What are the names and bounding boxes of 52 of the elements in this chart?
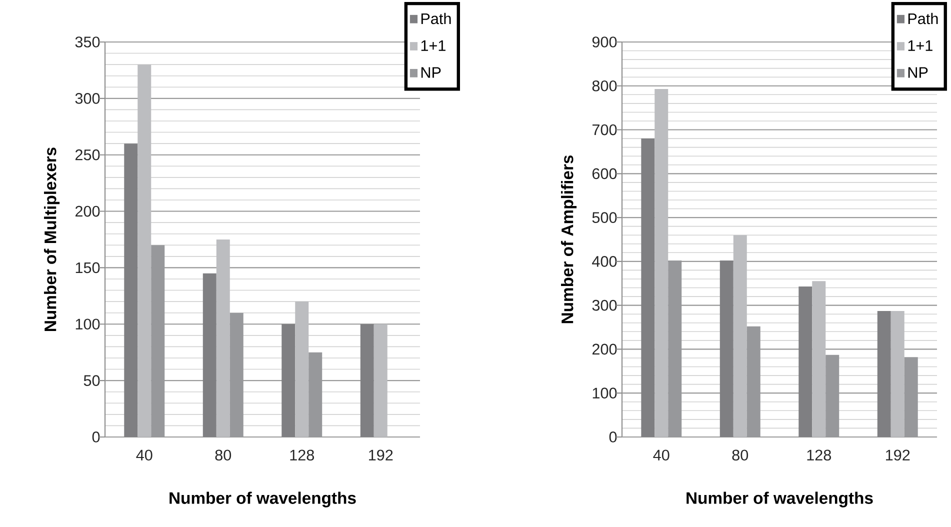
bar: [812, 281, 826, 437]
y-tick-label: 100: [592, 388, 617, 399]
x-tick-label: 128: [290, 450, 314, 461]
y-tick-label: 350: [75, 36, 100, 48]
y-tick-label: 250: [75, 149, 100, 160]
legend-label: 1+1: [908, 40, 932, 51]
legend-label: Path: [908, 12, 938, 24]
x-axis-title: Number of wavelengths: [170, 492, 356, 508]
y-tick-label: 900: [592, 36, 617, 48]
bar: [124, 144, 138, 437]
bar: [890, 311, 904, 437]
bar: [641, 138, 655, 437]
legend-label: Path: [421, 12, 451, 24]
y-axis-title: Number of Amplifiers: [561, 155, 577, 324]
legend-label: NP: [908, 67, 928, 78]
y-tick-label: 600: [592, 168, 617, 180]
y-tick-label: 800: [592, 80, 617, 92]
bar: [720, 260, 734, 437]
bar: [798, 286, 812, 437]
y-tick-label: 400: [592, 256, 617, 267]
x-tick-label: 192: [369, 450, 393, 461]
y-tick-label: 0: [609, 432, 617, 442]
bar: [295, 302, 309, 437]
bar: [138, 64, 152, 437]
y-tick-label: 300: [75, 92, 100, 104]
y-tick-label: 700: [592, 124, 617, 136]
y-tick-label: 50: [84, 375, 100, 386]
bar: [877, 311, 891, 437]
x-tick-label: 80: [215, 450, 232, 461]
y-axis-title: Number of Multiplexers: [44, 148, 60, 331]
bar: [360, 324, 374, 437]
bar: [374, 324, 388, 437]
y-tick-label: 300: [592, 300, 617, 311]
y-tick-label: 150: [76, 262, 100, 274]
x-axis-title: Number of wavelengths: [686, 492, 873, 508]
y-tick-label: 200: [592, 344, 617, 355]
y-tick-label: 500: [592, 212, 617, 223]
bar: [202, 273, 216, 437]
bar: [282, 324, 296, 437]
y-tick-label: 0: [92, 432, 100, 442]
bar: [733, 235, 747, 437]
x-tick-label: 80: [732, 450, 748, 461]
legend-label: NP: [421, 67, 441, 78]
bar: [216, 239, 230, 437]
x-tick-label: 40: [653, 450, 670, 461]
y-tick-label: 100: [76, 318, 100, 330]
x-tick-label: 128: [807, 450, 831, 461]
y-tick-label: 200: [75, 206, 100, 217]
x-tick-label: 192: [886, 450, 910, 461]
bar: [654, 88, 668, 437]
legend-label: 1+1: [421, 40, 446, 51]
x-tick-label: 40: [136, 450, 152, 461]
